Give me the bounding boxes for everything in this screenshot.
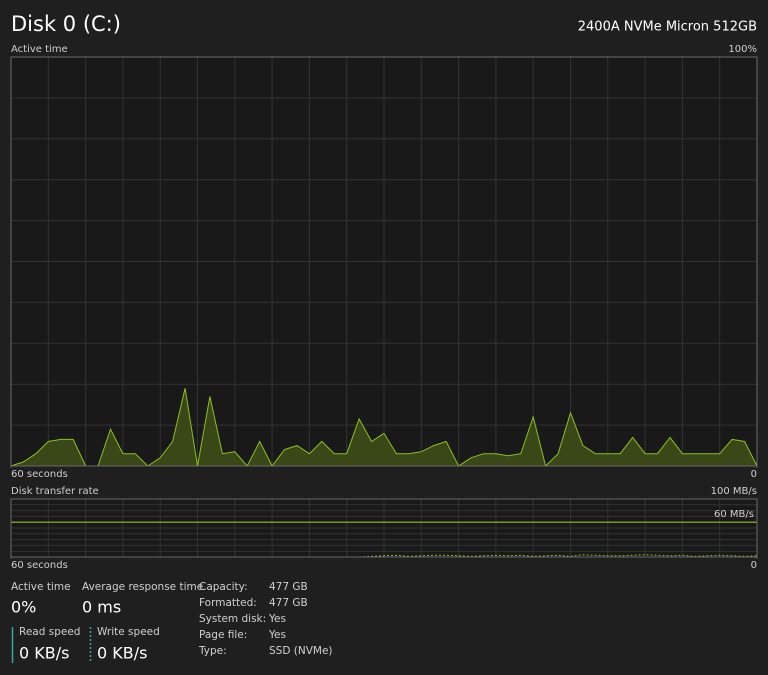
disk-title: Disk 0 (C:) [11,12,121,36]
property-label: Formatted: [199,597,257,609]
property-value: Yes [268,613,286,625]
y-tick-label: 100 MB/s [711,486,757,497]
speed-label: Read speed [19,626,80,638]
x-tick-label: 60 seconds [11,560,68,571]
disk-model: 2400A NVMe Micron 512GB [578,20,757,35]
property-value: SSD (NVMe) [269,645,333,657]
chart-title: Active time [11,44,68,55]
graph-border [10,56,758,467]
property-value: Yes [268,629,286,641]
stat-label: Average response time [82,581,203,593]
speed-value: 0 KB/s [97,644,147,663]
x-tick-label: 60 seconds [11,469,68,480]
area-fill [11,388,757,466]
stat-value: 0% [11,598,36,617]
area-line [10,388,758,467]
property-label: System disk: [199,613,266,625]
property-value: 477 GB [269,581,308,593]
x-tick-label: 0 [751,560,757,571]
property-label: Type: [198,645,227,657]
property-label: Capacity: [199,581,248,593]
graph-border [10,498,758,558]
x-tick-label: 0 [751,469,757,480]
chart-title: Disk transfer rate [11,486,99,497]
reference-label: 60 MB/s [714,509,754,520]
property-label: Page file: [199,629,247,641]
property-value: 477 GB [269,597,308,609]
speed-label: Write speed [97,626,160,638]
stat-value: 0 ms [82,598,121,617]
y-tick-label: 100% [728,44,757,55]
speed-value: 0 KB/s [19,644,69,663]
stat-label: Active time [11,581,71,593]
